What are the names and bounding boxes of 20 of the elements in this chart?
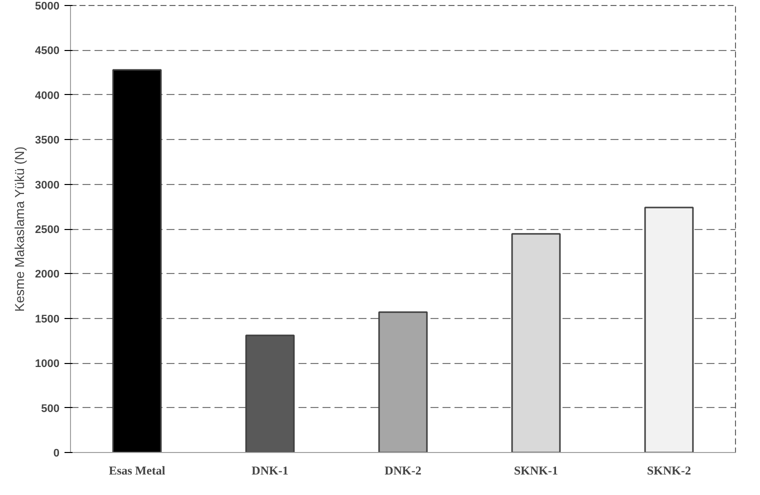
bar	[644, 206, 694, 452]
y-tick-label: 2500	[35, 224, 60, 236]
y-tick-label: 0	[53, 448, 60, 460]
x-tick-label: DNK-2	[384, 464, 422, 478]
x-tick-label: DNK-1	[252, 464, 288, 478]
y-tick-label: 5000	[35, 0, 60, 12]
y-tick-label: 4500	[35, 45, 60, 58]
x-tick-label: Esas Metal	[108, 464, 166, 478]
y-tick-label: 4000	[35, 90, 60, 102]
bar	[511, 233, 561, 452]
y-tick-label: 2000	[35, 268, 60, 281]
x-tick-label: SKNK-1	[514, 464, 558, 478]
bar	[112, 69, 162, 452]
x-tick-label: SKNK-2	[647, 464, 692, 478]
y-tick-label: 500	[41, 402, 60, 415]
y-tick-label: 1000	[35, 358, 60, 370]
y-tick-label: 1500	[35, 313, 60, 326]
y-tick-label: 3000	[35, 179, 60, 192]
y-tick-label: 3500	[35, 134, 60, 147]
y-axis-title: Kesme Makaslama Yükü (N)	[12, 146, 28, 312]
